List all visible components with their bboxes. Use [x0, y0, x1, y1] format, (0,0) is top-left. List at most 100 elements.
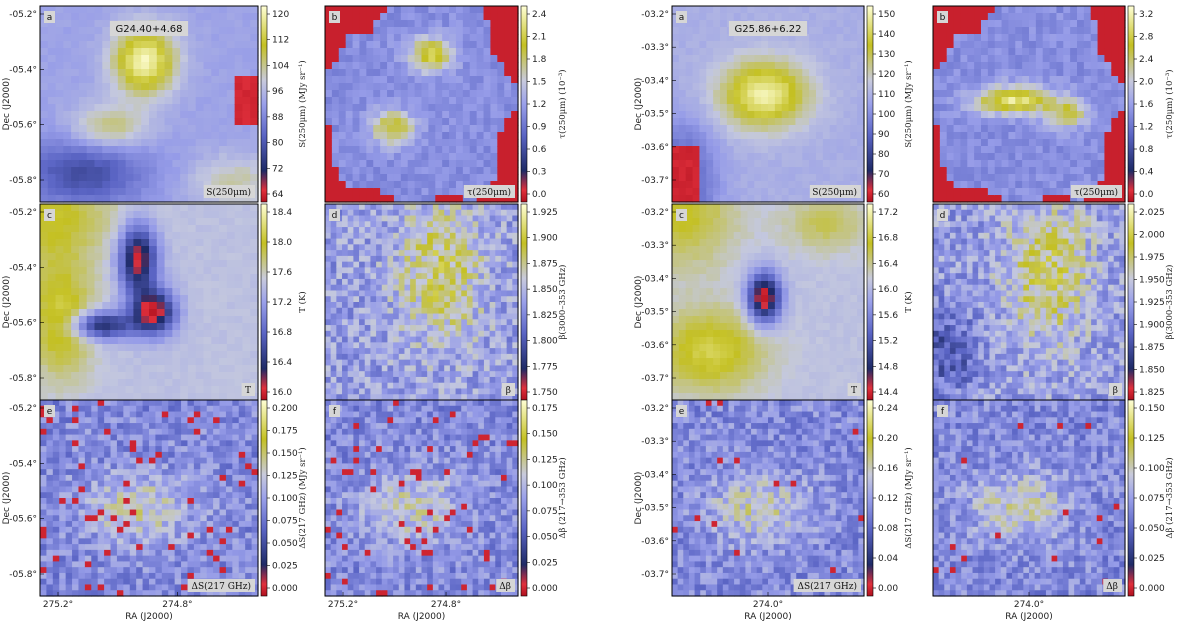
colorbar-label: β(3000–353 GHz): [557, 264, 568, 339]
colorbar-tick-label: 1.850: [532, 285, 558, 295]
colorbar-label: S(250μm) (MJy sr⁻¹): [903, 60, 914, 148]
quantity-label: β: [506, 386, 511, 396]
colorbar: [866, 5, 874, 203]
panel-tag-box: [937, 209, 948, 221]
colorbar: [520, 203, 528, 401]
colorbar-tick-label: 0.150: [272, 449, 298, 459]
quantity-label-box: [1103, 579, 1122, 592]
colorbar-tick-label: 0.100: [272, 494, 298, 504]
colorbar-tick-label: 0.8: [1139, 145, 1154, 155]
colorbar-tick-label: 1.8: [532, 55, 547, 65]
y-tick-label: -03.3°: [641, 437, 669, 447]
heatmap-0-d: [325, 204, 519, 401]
colorbar-tick-label: 0.025: [272, 562, 298, 572]
quantity-label-box: [809, 185, 861, 198]
colorbar-tick-label: 60: [878, 190, 890, 200]
map-frame: [324, 5, 519, 203]
colorbar-tick-label: 14.8: [878, 362, 898, 372]
panel-tag-box: [44, 209, 55, 221]
field-title: G24.40+4.68: [115, 24, 182, 35]
colorbar-tick-label: 112: [272, 36, 289, 46]
y-tick-label: -05.6°: [9, 121, 37, 131]
panel-tag: e: [47, 407, 53, 417]
colorbar: [1127, 399, 1135, 597]
y-tick-label: -03.2°: [641, 208, 669, 218]
colorbar-tick-label: 0.125: [532, 455, 558, 465]
colorbar-tick-label: 18.0: [272, 238, 292, 248]
colorbar-tick-label: 120: [878, 70, 895, 80]
quantity-label-box: [496, 579, 515, 592]
map-frame: [671, 5, 865, 203]
quantity-label: τ(250μm): [467, 187, 511, 198]
colorbar-tick-label: 80: [878, 150, 890, 160]
y-tick-label: -05.2°: [9, 10, 37, 20]
colorbar-tick-label: 0.000: [272, 584, 298, 594]
y-tick-label: -05.4°: [9, 263, 37, 273]
x-tick-label: 275.2°: [43, 600, 73, 610]
colorbar-tick-label: 0.100: [532, 481, 558, 491]
colorbar-tick-label: 0.3: [532, 168, 546, 178]
colorbar-tick-label: 0.150: [1139, 404, 1165, 414]
map-frame: [39, 5, 259, 203]
panel-tag: a: [47, 13, 53, 23]
colorbar: [1127, 5, 1135, 203]
y-tick-label: -03.4°: [641, 76, 669, 86]
heatmap-1-b: [933, 6, 1126, 203]
colorbar-tick-label: 16.0: [878, 285, 898, 295]
colorbar-label: τ(250μm) (10⁻³): [1164, 69, 1175, 138]
colorbar-tick-label: 0.050: [272, 539, 298, 549]
colorbar-tick-label: 1.850: [1139, 366, 1165, 376]
y-tick-label: -03.3°: [641, 43, 669, 53]
y-axis-label: Dec (J2000): [634, 78, 644, 131]
y-axis-label: Dec (J2000): [2, 276, 12, 329]
y-tick-label: -05.4°: [9, 459, 37, 469]
colorbar-tick-label: 0.9: [532, 123, 547, 133]
colorbar-tick-label: 0.100: [1139, 464, 1165, 474]
colorbar-tick-label: 15.6: [878, 311, 898, 321]
colorbar-label: Δβ (217→353 GHz): [557, 457, 568, 538]
colorbar-tick-label: 2.0: [1139, 78, 1154, 88]
heatmap-0-a: [40, 6, 259, 203]
panel-tag-box: [937, 405, 948, 417]
colorbar-tick-label: 1.900: [532, 234, 558, 244]
x-axis-label: RA (J2000): [744, 612, 792, 622]
y-tick-label: -05.4°: [9, 65, 37, 75]
y-tick-label: -05.2°: [9, 404, 37, 414]
colorbar-tick-label: 17.2: [272, 298, 292, 308]
colorbar-tick-label: 0.00: [878, 584, 898, 594]
quantity-label: ΔS(217 GHz): [797, 581, 857, 592]
heatmap-0-b: [325, 6, 519, 203]
colorbar-label: τ(250μm) (10⁻³): [557, 69, 568, 138]
panel-tag-box: [329, 405, 340, 417]
x-axis-label: RA (J2000): [398, 612, 446, 622]
panel-tag: f: [941, 407, 945, 417]
colorbar-tick-label: 15.2: [878, 337, 898, 347]
quantity-label: T: [851, 386, 857, 396]
colorbar-tick-label: 1.5: [532, 78, 546, 88]
colorbar-tick-label: 17.6: [272, 268, 292, 278]
panel-tag: b: [940, 13, 946, 23]
colorbar: [866, 399, 874, 597]
panel-tag-box: [676, 11, 687, 23]
colorbar-tick-label: 1.2: [532, 100, 546, 110]
y-tick-label: -05.8°: [9, 176, 37, 186]
heatmap-1-f: [933, 400, 1126, 597]
colorbar-tick-label: 2.4: [532, 10, 547, 20]
quantity-label-box: [501, 383, 515, 396]
x-tick-label: 274.8°: [431, 600, 461, 610]
quantity-label: Δβ: [499, 582, 511, 592]
colorbar-tick-label: 1.975: [1139, 253, 1165, 263]
map-frame: [932, 5, 1126, 203]
colorbar: [260, 399, 268, 597]
colorbar-tick-label: 18.4: [272, 208, 292, 218]
colorbar-tick-label: 72: [272, 164, 283, 174]
colorbar-tick-label: 1.775: [532, 362, 558, 372]
colorbar-tick-label: 1.6: [1139, 100, 1154, 110]
panel-tag-box: [329, 209, 340, 221]
colorbar-tick-label: 90: [878, 130, 890, 140]
colorbar-tick-label: 120: [272, 10, 289, 20]
colorbar-tick-label: 2.025: [1139, 208, 1165, 218]
colorbar-tick-label: 96: [272, 87, 284, 97]
x-tick-label: 274.0°: [753, 600, 783, 610]
colorbar-tick-label: 1.925: [1139, 298, 1165, 308]
